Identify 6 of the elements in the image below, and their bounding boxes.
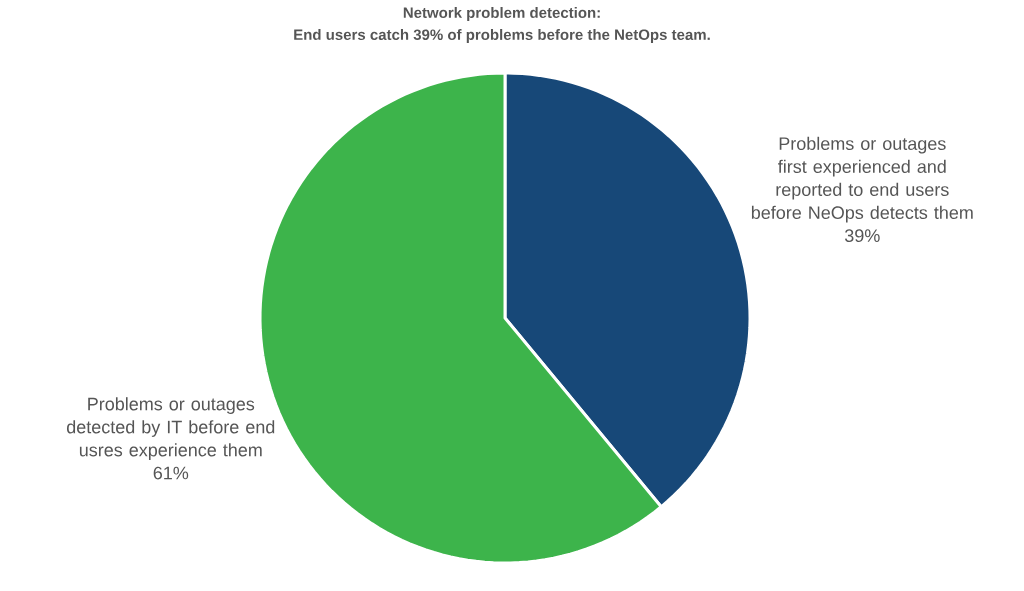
data-label: 61% (153, 466, 189, 480)
data-label: 39% (844, 229, 880, 242)
slice-label: Problems or outages detected by IT before end usres experience them (66, 397, 275, 460)
slice-label: Problems or outages first experienced and reported to end users before NeOps detects them (751, 136, 973, 223)
chart-title: Network problem detection: (403, 7, 600, 21)
chart-subtitle: End users catch 39% of problems before the NetOps team. (294, 29, 710, 43)
